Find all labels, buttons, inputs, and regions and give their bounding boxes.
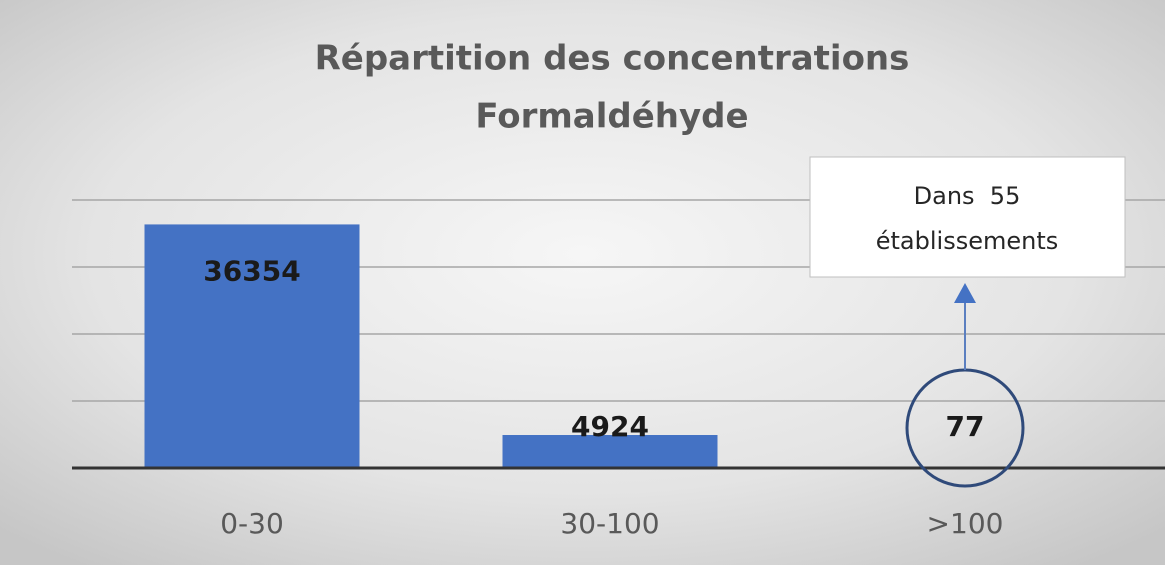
arrow-head [954, 283, 976, 303]
data-label: 36354 [203, 254, 300, 287]
x-tick-label: 0-30 [220, 507, 284, 540]
annotation-text: établissements [876, 227, 1059, 255]
bar [144, 224, 360, 468]
x-tick-label: >100 [927, 507, 1004, 540]
annotation-text: Dans 55 [914, 182, 1021, 210]
annotation-box [809, 156, 1126, 278]
data-label: 4924 [571, 410, 649, 443]
chart-title: Formaldéhyde [475, 97, 748, 137]
data-label: 77 [946, 410, 985, 443]
chart-title: Répartition des concentrations [315, 39, 910, 79]
bar [502, 435, 718, 468]
x-tick-label: 30-100 [560, 507, 659, 540]
